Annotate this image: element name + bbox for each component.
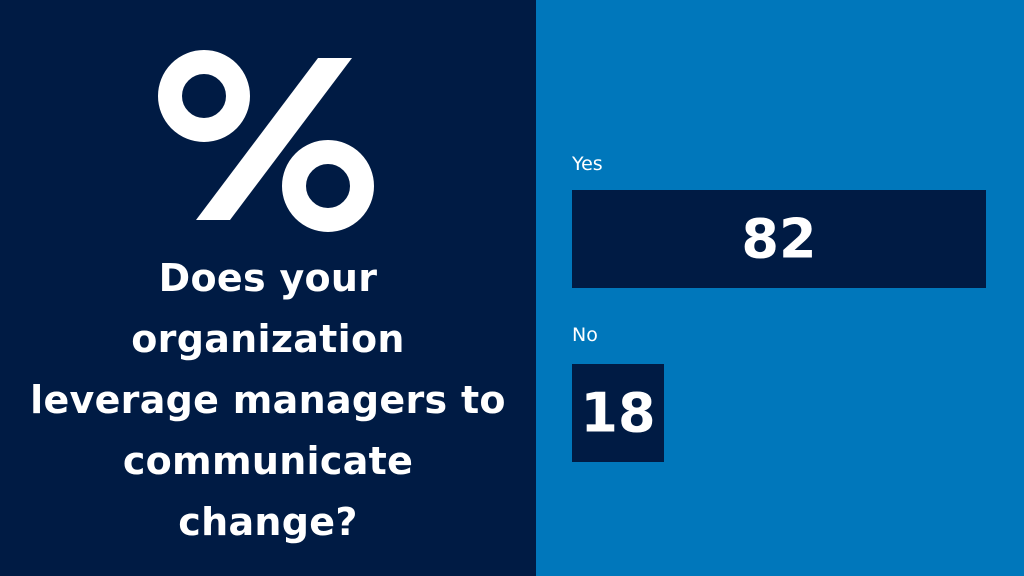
bar-no bbox=[572, 364, 664, 462]
data-label-yes: 82 bbox=[741, 208, 816, 271]
percent-icon bbox=[158, 50, 374, 232]
left-panel bbox=[0, 0, 536, 576]
bar-chart: Yes 82 No 18 bbox=[571, 153, 986, 462]
survey-question: Does your organization leverage managers… bbox=[30, 256, 506, 544]
data-label-no: 18 bbox=[580, 382, 655, 445]
category-label-no: No bbox=[572, 324, 598, 346]
bar-yes bbox=[572, 190, 986, 288]
category-label-yes: Yes bbox=[571, 153, 603, 175]
